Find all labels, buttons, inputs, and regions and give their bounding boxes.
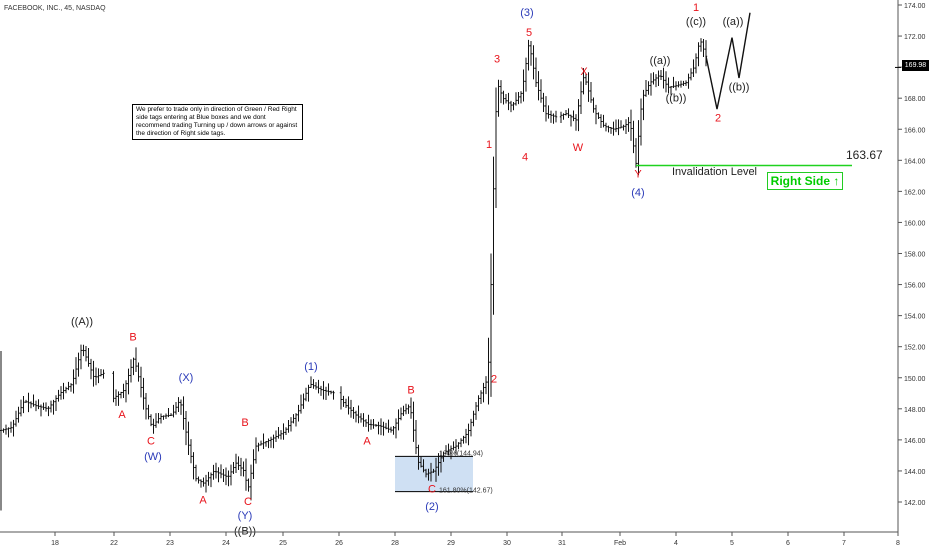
x-axis: 18 22 23 24 25 26 28 29 30 31 Feb 4 5 6 7 8: [0, 531, 900, 547]
y-tick-label: 174.00: [904, 3, 926, 10]
y-tick-label: 166.00: [904, 127, 926, 134]
wave-label: (2): [425, 501, 438, 513]
y-tick-label: 162.00: [904, 189, 926, 196]
wave-label: (4): [631, 187, 644, 199]
right-side-tag: Right Side ↑: [767, 172, 843, 190]
wave-label: (X): [179, 372, 194, 384]
y-tick-label: 142.00: [904, 500, 926, 507]
ohlc-bars: [0, 38, 708, 511]
y-tick-label: 172.00: [904, 34, 926, 41]
wave-label: 1: [693, 2, 699, 14]
invalidation-value: 163.67: [846, 148, 883, 162]
wave-label: ((a)): [650, 55, 671, 67]
y-tick-label: 156.00: [904, 283, 926, 290]
x-tick-label: 26: [335, 540, 343, 547]
x-tick-label: 31: [558, 540, 566, 547]
wave-label: 5: [526, 27, 532, 39]
x-tick-label: 18: [51, 540, 59, 547]
wave-label: ((b)): [729, 81, 750, 93]
wave-label: ((a)): [723, 16, 744, 28]
wave-label: 2: [715, 112, 721, 124]
wave-label: Y: [634, 168, 642, 180]
wave-label: (1): [304, 361, 317, 373]
x-tick-label: 28: [391, 540, 399, 547]
y-tick-label: 160.00: [904, 220, 926, 227]
y-tick-label: 164.00: [904, 158, 926, 165]
wave-label: A: [363, 436, 371, 448]
fib-100-label: 100%(144.94): [439, 450, 483, 457]
y-tick-label: 150.00: [904, 376, 926, 383]
y-tick-label: 168.00: [904, 96, 926, 103]
wave-label: ((A)): [71, 316, 93, 328]
x-tick-label: Feb: [614, 540, 626, 547]
wave-label: 4: [522, 151, 528, 163]
fib-161-label: 161.80%(142.67): [439, 488, 493, 495]
wave-label: (Y): [238, 510, 253, 522]
x-tick-label: 25: [279, 540, 287, 547]
x-tick-label: 8: [896, 540, 900, 547]
x-tick-label: 7: [842, 540, 846, 547]
wave-label: C: [244, 496, 252, 508]
x-tick-label: 5: [730, 540, 734, 547]
wave-label: 3: [494, 53, 500, 65]
wave-label: 1: [486, 139, 492, 151]
wave-label: B: [129, 331, 136, 343]
y-tick-label: 146.00: [904, 438, 926, 445]
right-side-label: Right Side: [770, 174, 830, 188]
y-tick-label: 148.00: [904, 407, 926, 414]
x-tick-label: 22: [110, 540, 118, 547]
wave-label: B: [407, 384, 414, 396]
y-axis: 142.00 144.00 146.00 148.00 150.00 152.00 154.…: [895, 0, 926, 532]
y-tick-label: 144.00: [904, 469, 926, 476]
wave-label: (3): [520, 7, 533, 19]
projection-line: [705, 12, 751, 110]
x-tick-label: 29: [447, 540, 455, 547]
last-price-tag: 169.98: [902, 60, 929, 71]
wave-label: C: [147, 436, 155, 448]
trading-note: We prefer to trade only in direction of …: [132, 104, 303, 140]
wave-label: X: [580, 66, 588, 78]
x-tick-label: 23: [166, 540, 174, 547]
wave-label: (W): [144, 451, 162, 463]
wave-label: ((c)): [686, 16, 706, 28]
y-tick-label: 152.00: [904, 345, 926, 352]
wave-label: C: [428, 484, 436, 496]
up-arrow-icon: ↑: [833, 174, 840, 188]
wave-label: ((b)): [666, 92, 687, 104]
wave-label: A: [118, 409, 126, 421]
chart-title: FACEBOOK, INC., 45, NASDAQ: [4, 5, 106, 12]
wave-label: A: [199, 495, 207, 507]
x-tick-label: 6: [786, 540, 790, 547]
projection-path: [705, 12, 751, 110]
x-tick-label: 30: [503, 540, 511, 547]
y-tick-label: 154.00: [904, 314, 926, 321]
invalidation-label: Invalidation Level: [672, 166, 758, 178]
y-tick-label: 158.00: [904, 252, 926, 259]
blue-box: [395, 456, 473, 492]
wave-label: B: [241, 417, 248, 429]
x-tick-label: 4: [674, 540, 678, 547]
x-tick-label: 24: [222, 540, 230, 547]
wave-labels: ((A))BAC(W)(X)ABC(Y)((B))(1)ABC(2)12345(…: [71, 2, 749, 537]
wave-label: 2: [491, 373, 497, 385]
fib-blue-box: 100%(144.94) 161.80%(142.67): [395, 450, 493, 495]
wave-label: W: [573, 142, 584, 154]
